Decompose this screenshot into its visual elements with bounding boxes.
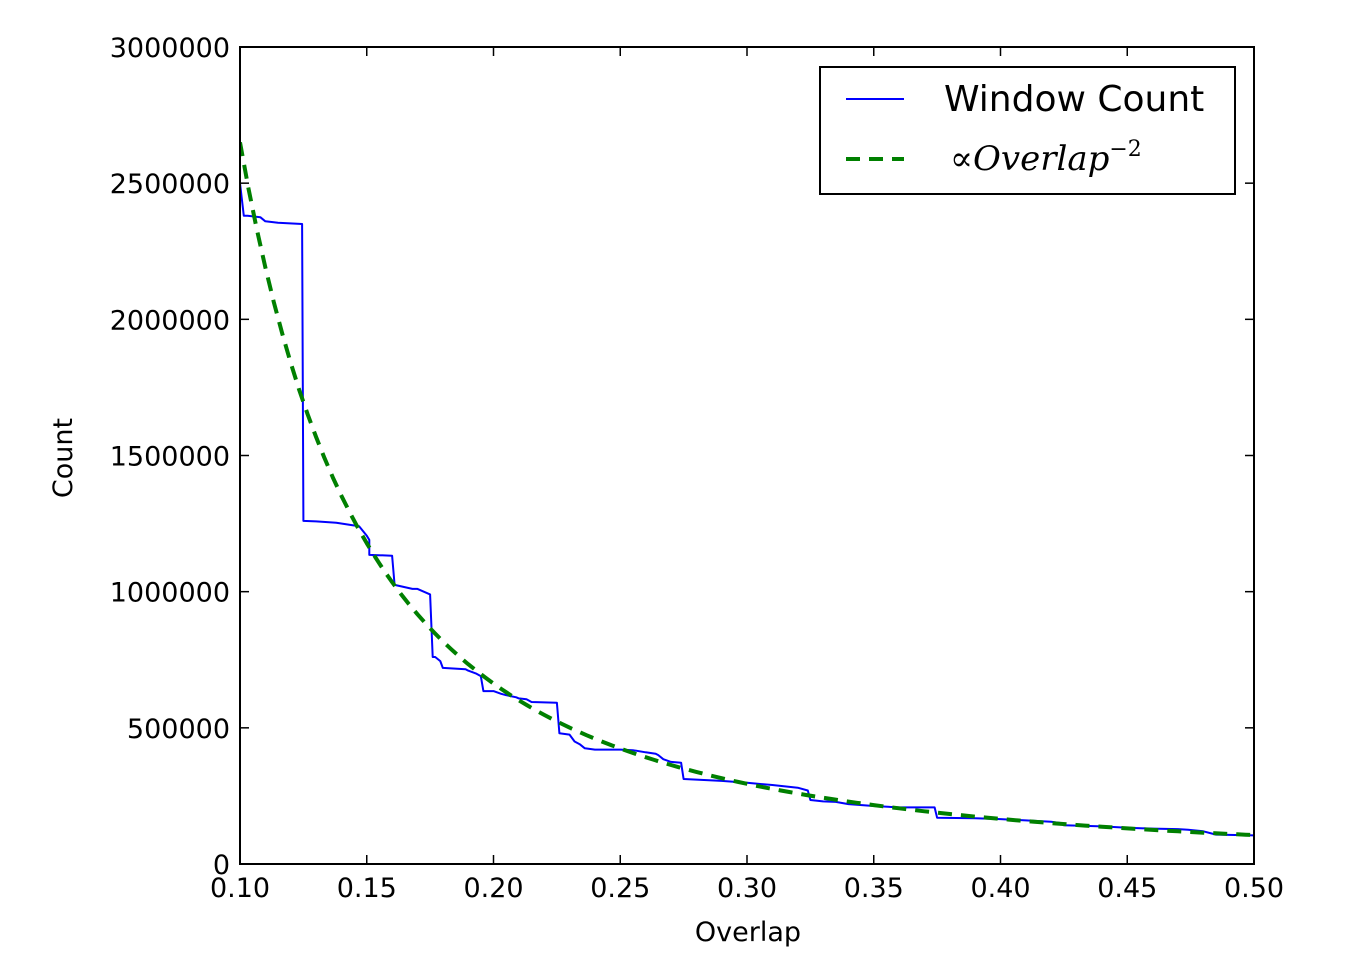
legend-frame <box>819 66 1236 195</box>
legend: Window Count ∝Overlap−2 <box>819 66 1236 195</box>
x-tick-label: 0.35 <box>844 873 904 904</box>
x-tick-label: 0.15 <box>337 873 397 904</box>
y-tick-label: 1000000 <box>110 578 230 609</box>
series-layer <box>240 141 1254 838</box>
y-tick-label: 2500000 <box>110 169 230 200</box>
x-tick-label: 0.30 <box>717 873 777 904</box>
x-tick-label: 0.45 <box>1097 873 1157 904</box>
legend-label-overlap-fit: ∝Overlap−2 <box>950 137 1142 179</box>
x-tick-label: 0.20 <box>463 873 523 904</box>
y-tick-label: 3000000 <box>110 33 230 64</box>
y-tick-label: 1500000 <box>110 442 230 473</box>
axes-layer: 0.10 0.15 0.20 0.25 0.30 0.35 0.40 0.45 0.50 0 500… <box>110 33 1284 904</box>
y-tick-label: 500000 <box>127 714 230 745</box>
x-tick-label: 0.10 <box>210 873 270 904</box>
x-tick-label: 0.40 <box>970 873 1030 904</box>
y-axis-label: Count <box>48 418 79 498</box>
legend-label-window-count: Window Count <box>944 79 1204 120</box>
series-line-overlap-fit <box>240 141 1254 838</box>
y-tick-label: 2000000 <box>110 305 230 336</box>
series-line-window-count <box>240 183 1254 837</box>
y-tick-label: 0 <box>213 850 230 881</box>
x-tick-label: 0.50 <box>1224 873 1284 904</box>
legend-label-overlap-fit-main: ∝Overlap <box>950 139 1109 179</box>
x-tick-label: 0.25 <box>590 873 650 904</box>
x-axis-label: Overlap <box>695 917 801 948</box>
legend-label-overlap-fit-exponent: −2 <box>1109 137 1141 162</box>
